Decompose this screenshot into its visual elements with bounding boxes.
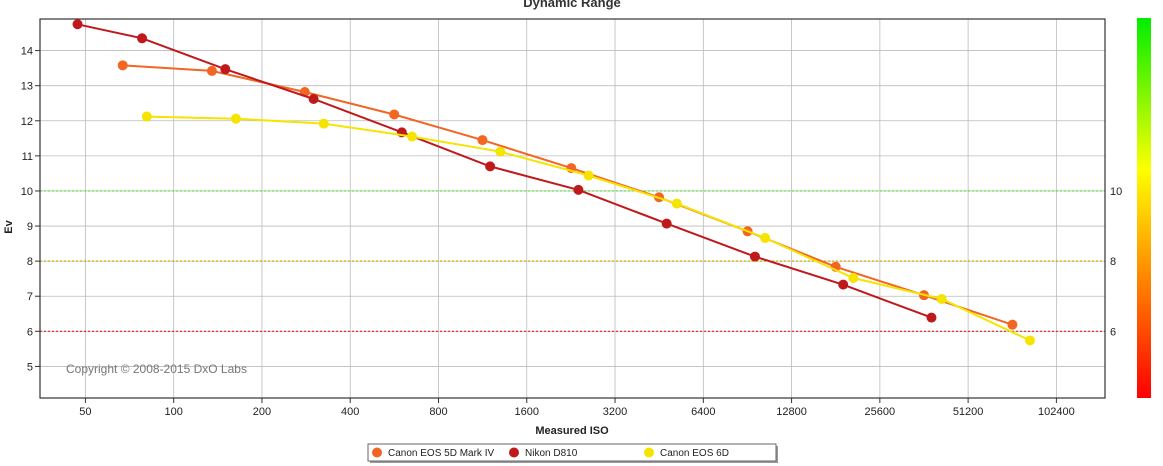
legend-label: Nikon D810 bbox=[525, 448, 578, 459]
legend-box bbox=[367, 443, 777, 462]
legend-marker bbox=[509, 447, 519, 458]
x-tick-label: 400 bbox=[341, 406, 359, 418]
colorbar bbox=[1137, 18, 1151, 398]
x-tick-label: 1600 bbox=[515, 406, 539, 418]
x-tick-label: 6400 bbox=[691, 406, 715, 418]
y-tick-label: 5 bbox=[27, 361, 33, 373]
data-point bbox=[117, 60, 128, 71]
x-tick-label: 12800 bbox=[776, 406, 807, 418]
data-point bbox=[760, 232, 771, 243]
data-point bbox=[485, 161, 496, 172]
y-axis-label: Ev bbox=[3, 219, 15, 233]
y-tick-label: 7 bbox=[27, 291, 33, 303]
data-point bbox=[671, 198, 682, 209]
data-point bbox=[72, 19, 83, 30]
chart-title: Dynamic Range bbox=[523, 0, 621, 10]
data-point bbox=[936, 294, 947, 305]
y-tick-label: 9 bbox=[27, 221, 33, 233]
data-point bbox=[477, 135, 488, 146]
plot-border bbox=[39, 18, 1106, 399]
data-point bbox=[661, 218, 672, 229]
x-tick-label: 200 bbox=[253, 406, 271, 418]
data-point bbox=[389, 109, 400, 120]
copyright-annotation: Copyright © 2008-2015 DxO Labs bbox=[66, 362, 247, 376]
reference-lines: 10 8 6 bbox=[40, 186, 1122, 338]
y-axis-ticks: 5 6 7 8 9 10 11 12 13 14 bbox=[21, 46, 40, 373]
x-tick-label: 51200 bbox=[953, 406, 984, 418]
y-tick-label: 8 bbox=[27, 256, 33, 268]
series-group bbox=[141, 111, 1035, 346]
x-tick-label: 102400 bbox=[1038, 406, 1075, 418]
x-tick-label: 3200 bbox=[603, 406, 627, 418]
data-point bbox=[848, 272, 859, 283]
y-tick-label: 12 bbox=[21, 116, 33, 128]
data-point bbox=[926, 312, 937, 323]
data-point bbox=[407, 131, 418, 142]
legend-label: Canon EOS 5D Mark IV bbox=[388, 448, 494, 459]
plot-area bbox=[40, 19, 1105, 398]
y-tick-label: 10 bbox=[21, 186, 33, 198]
data-point bbox=[749, 251, 760, 262]
reference-line-label: 6 bbox=[1110, 326, 1116, 338]
y-tick-label: 14 bbox=[21, 46, 33, 58]
data-point bbox=[838, 279, 849, 290]
data-point bbox=[206, 65, 217, 76]
x-axis-label: Measured ISO bbox=[535, 425, 609, 437]
y-tick-label: 11 bbox=[22, 151, 33, 163]
data-point bbox=[583, 170, 594, 181]
data-point bbox=[308, 94, 319, 105]
x-axis-ticks: 50 100 200 400 800 1600 3200 6400 12800 25600 5120… bbox=[79, 398, 1075, 418]
data-point bbox=[573, 184, 584, 195]
y-tick-label: 6 bbox=[27, 326, 33, 338]
legend-marker bbox=[372, 447, 382, 458]
series-layer bbox=[72, 19, 1035, 346]
series-group bbox=[72, 19, 937, 323]
data-point bbox=[137, 33, 148, 44]
data-point bbox=[318, 118, 329, 129]
reference-line-label: 10 bbox=[1110, 186, 1122, 198]
x-tick-label: 25600 bbox=[865, 406, 896, 418]
data-point bbox=[1024, 335, 1035, 346]
data-point bbox=[230, 113, 241, 124]
x-tick-label: 100 bbox=[165, 406, 183, 418]
data-point bbox=[220, 64, 231, 75]
legend-marker bbox=[644, 447, 654, 458]
legend-label: Canon EOS 6D bbox=[660, 448, 729, 459]
reference-line-label: 8 bbox=[1110, 256, 1116, 268]
y-tick-label: 13 bbox=[21, 81, 33, 93]
data-point bbox=[141, 111, 152, 122]
data-point bbox=[495, 146, 506, 157]
x-tick-label: 800 bbox=[429, 406, 447, 418]
x-tick-label: 50 bbox=[79, 406, 91, 418]
data-point bbox=[1007, 319, 1018, 330]
legend: Canon EOS 5D Mark IV Nikon D810 Canon EOS … bbox=[367, 443, 778, 463]
